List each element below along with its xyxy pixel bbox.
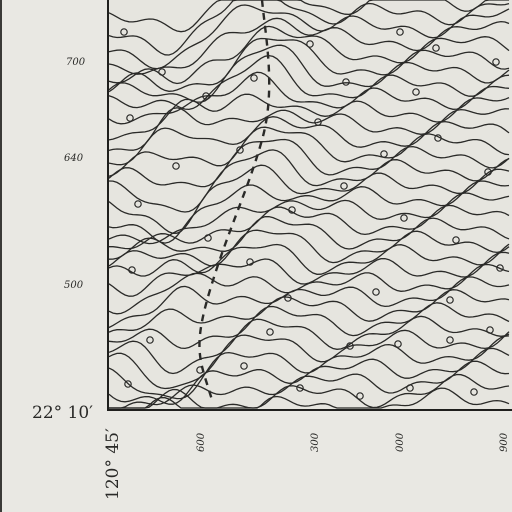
contour-line — [108, 4, 510, 70]
elevation-spot — [128, 266, 136, 274]
contour-line — [108, 116, 510, 166]
contour-line — [109, 387, 510, 409]
elevation-spot — [496, 264, 504, 272]
contour-line — [108, 126, 510, 177]
elevation-spot — [372, 288, 380, 296]
contour-line — [108, 0, 510, 56]
bottom-margin-label-600: 600 — [196, 432, 207, 452]
elevation-spot — [296, 384, 304, 392]
ridge-line — [198, 0, 271, 401]
elevation-spot — [346, 342, 354, 350]
elevation-spot — [250, 74, 258, 82]
elevation-spot — [484, 168, 492, 176]
elevation-spot — [120, 28, 128, 36]
elevation-spot — [158, 68, 166, 76]
contour-panel — [107, 0, 512, 411]
elevation-spot — [470, 388, 478, 396]
elevation-spot — [446, 336, 454, 344]
bottom-margin-label-300: 300 — [310, 432, 321, 452]
contour-line — [108, 243, 510, 277]
elevation-spot — [356, 392, 364, 400]
contour-line — [108, 107, 510, 152]
contour-line — [108, 180, 510, 244]
contour-line — [108, 289, 510, 333]
elevation-spot — [236, 146, 244, 154]
ridge-dashed-line — [198, 0, 271, 401]
elevation-spot — [134, 200, 142, 208]
elevation-spot — [492, 58, 500, 66]
bottom-margin-label-900: 900 — [499, 432, 510, 452]
elevation-spot — [126, 114, 134, 122]
contour-line — [108, 215, 510, 260]
contour-line — [109, 204, 510, 250]
elevation-spot — [314, 118, 322, 126]
elevation-spot — [406, 384, 414, 392]
elevation-spot-markers — [120, 28, 504, 400]
corner-latitude-label: 22° 10′ — [32, 403, 93, 423]
elevation-spot — [400, 214, 408, 222]
elevation-spot — [266, 328, 274, 336]
elevation-spot — [340, 182, 348, 190]
contour-line — [108, 315, 510, 375]
contour-line — [108, 302, 510, 350]
elevation-spot — [246, 258, 254, 266]
elevation-spot — [394, 340, 402, 348]
contour-line — [108, 17, 510, 75]
corner-longitude-label: 120° 45′ — [103, 428, 123, 500]
elevation-spot — [412, 88, 420, 96]
elevation-spot — [342, 78, 350, 86]
contour-line — [109, 360, 510, 409]
elevation-spot — [288, 206, 296, 214]
left-margin-label-700: 700 — [66, 57, 86, 68]
elevation-spot — [284, 294, 292, 302]
contour-line — [108, 192, 510, 245]
elevation-spot — [452, 236, 460, 244]
elevation-spot — [172, 162, 180, 170]
bottom-margin-label-000: 000 — [395, 432, 406, 452]
left-margin-label-500: 500 — [64, 280, 84, 291]
contour-line — [108, 229, 510, 267]
contour-lines — [108, 0, 510, 409]
contour-line — [108, 0, 509, 33]
elevation-spot — [240, 362, 248, 370]
elevation-spot — [380, 150, 388, 158]
contour-line — [108, 329, 510, 390]
contour-line — [109, 373, 510, 409]
left-margin-label-640: 640 — [64, 153, 84, 164]
elevation-spot — [146, 336, 154, 344]
contour-line — [108, 276, 510, 329]
contour-line — [108, 71, 510, 125]
contour-line — [108, 44, 510, 103]
elevation-spot — [124, 380, 132, 388]
elevation-spot — [434, 134, 442, 142]
elevation-spot — [202, 92, 210, 100]
contour-line — [108, 25, 510, 85]
elevation-spot — [204, 234, 212, 242]
contour-line — [108, 149, 510, 213]
contour-line — [108, 164, 510, 235]
contour-line — [108, 138, 510, 188]
elevation-spot — [306, 40, 314, 48]
elevation-spot — [432, 44, 440, 52]
elevation-spot — [396, 28, 404, 36]
contour-line — [108, 263, 510, 315]
elevation-spot — [486, 326, 494, 334]
elevation-spot — [196, 366, 204, 374]
elevation-spot — [446, 296, 454, 304]
